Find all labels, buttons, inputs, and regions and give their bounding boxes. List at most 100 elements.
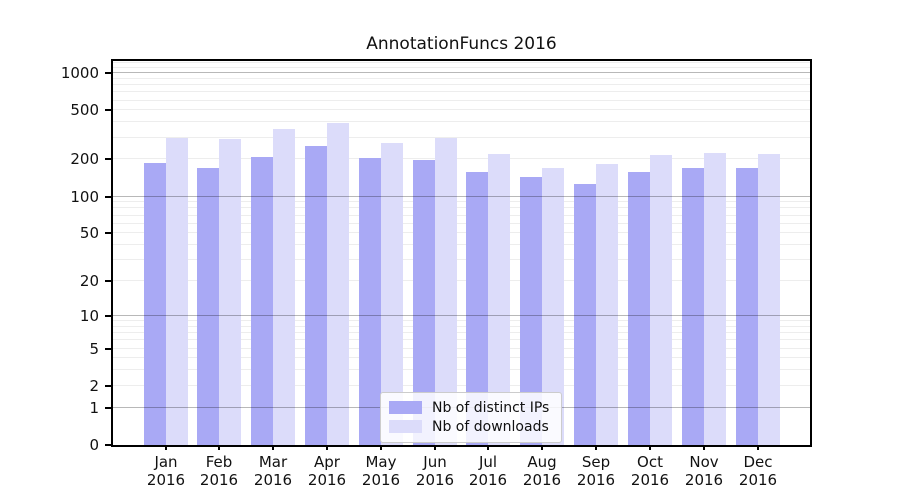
minor-gridline [113, 62, 810, 64]
y-tick-label: 0 [89, 436, 99, 454]
x-tick-label: Dec 2016 [738, 453, 778, 489]
minor-gridline [113, 232, 810, 234]
legend-item-distinct-ips: Nb of distinct IPs [389, 398, 549, 417]
x-tick-label: Nov 2016 [684, 453, 724, 489]
minor-gridline [113, 109, 810, 111]
minor-gridline [113, 280, 810, 282]
y-tick-label: 200 [70, 150, 99, 169]
x-tick-mark [757, 445, 759, 450]
minor-gridline [113, 347, 810, 349]
x-tick-mark [380, 445, 382, 450]
x-tick-label: May 2016 [361, 453, 401, 489]
x-tick-mark [272, 445, 274, 450]
x-tick-mark [218, 445, 220, 450]
bar-distinct-ips [358, 158, 381, 445]
minor-gridline [113, 244, 810, 245]
legend-label-distinct-ips: Nb of distinct IPs [432, 399, 550, 416]
bar-downloads [488, 154, 511, 445]
x-tick-label: Apr 2016 [307, 453, 347, 489]
minor-gridline [113, 66, 810, 68]
x-tick-mark [487, 445, 489, 450]
bar-downloads [649, 155, 672, 445]
y-tick-mark [105, 406, 111, 409]
bar-downloads [380, 143, 403, 445]
y-tick-label: 10 [79, 306, 99, 325]
legend-item-downloads: Nb of downloads [389, 417, 549, 436]
bar-downloads [757, 154, 780, 445]
x-tick-mark [165, 445, 167, 450]
y-tick-label: 500 [70, 101, 99, 120]
x-tick-mark [703, 445, 705, 450]
minor-gridline [113, 77, 810, 79]
y-tick-label: 100 [70, 187, 99, 206]
x-tick-label: Jul 2016 [468, 453, 508, 489]
legend: Nb of distinct IPs Nb of downloads [380, 392, 563, 443]
minor-gridline [113, 259, 810, 261]
y-tick-mark [105, 444, 111, 446]
x-tick-label: Sep 2016 [576, 453, 616, 489]
bar-downloads [327, 123, 349, 445]
minor-gridline [113, 158, 810, 160]
minor-gridline [113, 369, 810, 371]
x-tick-mark [649, 445, 651, 450]
major-gridline [113, 72, 810, 73]
major-gridline [113, 314, 810, 316]
y-tick-label: 20 [79, 272, 99, 291]
bar-downloads [703, 153, 726, 445]
bar-distinct-ips [143, 162, 166, 445]
minor-gridline [113, 320, 810, 321]
chart-title: AnnotationFuncs 2016 [366, 34, 557, 54]
bar-downloads [165, 138, 188, 445]
x-tick-label: Jan 2016 [146, 453, 186, 489]
minor-gridline [113, 207, 810, 209]
minor-gridline [113, 384, 810, 386]
minor-gridline [113, 201, 810, 203]
plot-area [111, 59, 812, 447]
y-tick-label: 1 [89, 398, 99, 417]
y-tick-mark [105, 232, 111, 235]
x-tick-label: Aug 2016 [522, 453, 562, 489]
x-tick-label: Oct 2016 [630, 453, 670, 489]
minor-gridline [113, 332, 810, 333]
legend-swatch-distinct-ips [389, 401, 422, 414]
x-tick-mark [434, 445, 436, 450]
y-tick-mark [105, 109, 111, 112]
bar-distinct-ips [466, 172, 489, 445]
x-tick-label: Feb 2016 [199, 453, 239, 489]
y-tick-mark [105, 384, 111, 387]
bar-distinct-ips [681, 168, 704, 445]
bar-distinct-ips [627, 172, 650, 445]
y-tick-mark [105, 72, 111, 74]
minor-gridline [113, 222, 810, 224]
x-tick-label: Mar 2016 [253, 453, 293, 489]
minor-gridline [113, 214, 810, 216]
bar-distinct-ips [251, 157, 274, 445]
y-tick-label: 1000 [60, 64, 99, 82]
bar-distinct-ips [735, 168, 758, 445]
minor-gridline [113, 84, 810, 85]
minor-gridline [113, 136, 810, 138]
bar-downloads [596, 163, 619, 445]
minor-gridline [113, 91, 810, 93]
bar-distinct-ips [197, 167, 220, 445]
bar-distinct-ips [520, 176, 543, 445]
y-tick-mark [105, 280, 111, 283]
y-tick-mark [105, 158, 111, 161]
y-tick-label: 50 [79, 224, 99, 243]
x-tick-mark [595, 445, 597, 450]
bar-distinct-ips [412, 160, 435, 445]
bar-distinct-ips [574, 184, 597, 445]
x-tick-label: Jun 2016 [415, 453, 455, 489]
y-tick-mark [105, 314, 111, 317]
y-tick-label: 2 [89, 376, 99, 395]
x-tick-mark [326, 445, 328, 450]
minor-gridline [113, 99, 810, 101]
major-gridline [113, 195, 810, 197]
minor-gridline [113, 357, 810, 359]
legend-swatch-downloads [389, 420, 422, 433]
y-tick-mark [105, 347, 111, 350]
minor-gridline [113, 325, 810, 327]
bar-distinct-ips [305, 146, 327, 445]
y-tick-mark [105, 195, 111, 198]
